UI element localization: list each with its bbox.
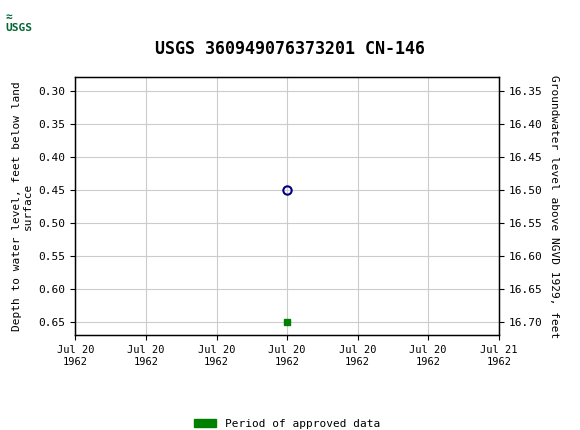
Legend: Period of approved data: Period of approved data [190, 414, 385, 430]
Text: ≈
USGS: ≈ USGS [6, 12, 33, 34]
Text: ≈USGS: ≈USGS [5, 14, 50, 29]
Text: USGS 360949076373201 CN-146: USGS 360949076373201 CN-146 [155, 40, 425, 58]
Y-axis label: Depth to water level, feet below land
surface: Depth to water level, feet below land su… [12, 82, 33, 331]
Bar [3, 3, 81, 42]
Y-axis label: Groundwater level above NGVD 1929, feet: Groundwater level above NGVD 1929, feet [549, 75, 559, 338]
